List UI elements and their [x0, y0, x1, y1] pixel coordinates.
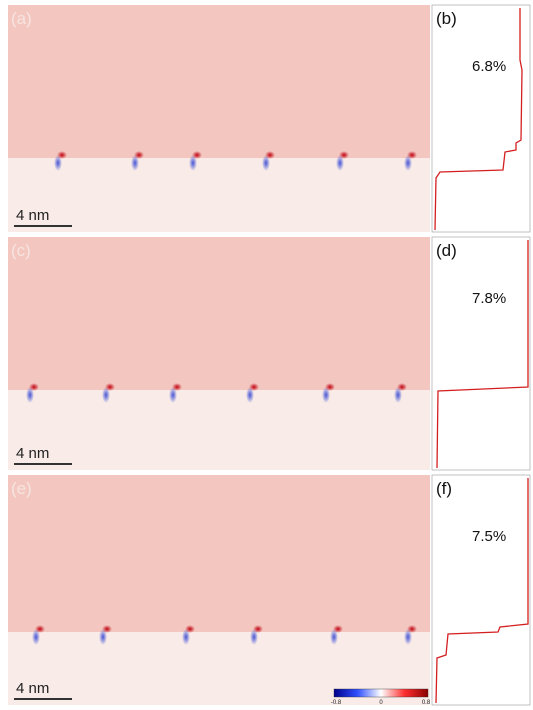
dislocation-blue	[169, 387, 177, 403]
dislocation-blue	[262, 155, 270, 171]
dislocation-blue	[54, 155, 62, 171]
dislocation-blue	[404, 629, 412, 645]
dislocation-blue	[246, 387, 254, 403]
dislocation-blue	[32, 629, 40, 645]
maps	[8, 5, 430, 705]
panel-label: (e)	[11, 479, 32, 498]
dislocation-blue	[99, 629, 107, 645]
strain-value: 7.5%	[472, 528, 506, 545]
colorbar	[333, 688, 429, 698]
scale-bar-label: 4 nm	[16, 680, 49, 697]
dislocation-blue	[250, 629, 258, 645]
strain-profile	[435, 478, 529, 704]
strain-map-lower	[8, 390, 430, 470]
dislocation-blue	[189, 155, 197, 171]
strain-map-upper	[8, 237, 430, 390]
dislocation-blue	[102, 387, 110, 403]
labels: (a) (b) 6.8% 4 nm (c) (d) 7.8% 4 nm (e) (f) 7.5% 4 …	[11, 9, 506, 706]
colorbar-tick: 0	[379, 700, 383, 706]
colorbar-tick: -0.8	[331, 700, 342, 706]
dislocation-blue	[26, 387, 34, 403]
panel-label: (b)	[436, 9, 457, 28]
dislocation-blue	[336, 155, 344, 171]
dislocation-blue	[330, 629, 338, 645]
panel-label: (f)	[436, 479, 452, 498]
dislocation-blue	[394, 387, 402, 403]
panel-label: (d)	[436, 241, 457, 260]
colorbar-tick: 0.8	[422, 700, 431, 706]
scale-bar-label: 4 nm	[16, 207, 49, 224]
dislocation-blue	[404, 155, 412, 171]
profile-frame	[431, 474, 531, 706]
scale-bar-label: 4 nm	[16, 445, 49, 462]
profile-frame	[431, 236, 531, 471]
strain-map-lower	[8, 158, 430, 232]
dislocation-blue	[131, 155, 139, 171]
profiles	[431, 4, 531, 706]
dislocation-blue	[322, 387, 330, 403]
strain-value: 6.8%	[472, 58, 506, 75]
strain-map-upper	[8, 5, 430, 158]
panel-label: (c)	[11, 241, 31, 260]
dislocation-blue	[182, 629, 190, 645]
panel-label: (a)	[11, 9, 32, 28]
strain-profile	[436, 240, 529, 469]
strain-map-upper	[8, 475, 430, 632]
profile-frame	[431, 4, 531, 233]
strain-value: 7.8%	[472, 290, 506, 307]
strain-profile	[434, 8, 523, 231]
